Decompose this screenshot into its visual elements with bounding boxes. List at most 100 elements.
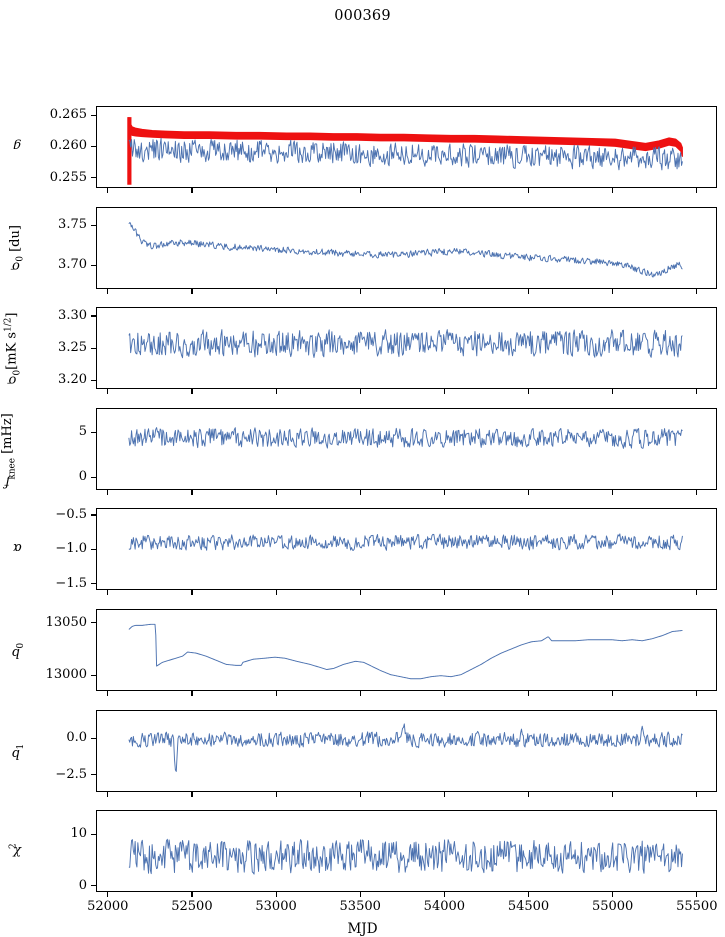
- x-tickmark: [528, 288, 530, 294]
- plot-panel-1: [96, 106, 717, 188]
- x-tickmark: [359, 590, 361, 596]
- x-tickmark: [275, 489, 277, 495]
- plot-panel-8: [96, 810, 717, 893]
- series-g-measured: [129, 138, 683, 170]
- x-tickmark: [275, 791, 277, 797]
- y-axis-label-text: χ2: [8, 843, 22, 861]
- y-ticklabel: 0.0: [66, 730, 87, 746]
- x-tickmark: [696, 188, 698, 193]
- x-axis-label: MJD: [347, 921, 378, 937]
- x-ticklabel: 53000: [255, 899, 297, 915]
- x-tickmark: [443, 892, 445, 898]
- x-tickmark: [359, 892, 361, 898]
- y-tickmark: [91, 622, 96, 624]
- series-sigma0-du: [129, 222, 683, 276]
- panel-plot-area-3: [97, 308, 716, 388]
- y-tickmark: [91, 114, 96, 116]
- y-tickmark: [91, 737, 96, 739]
- x-tickmark: [528, 590, 530, 596]
- panel-plot-area-5: [97, 509, 716, 589]
- plot-panel-5: [96, 508, 717, 591]
- panel-plot-area-8: [97, 811, 716, 891]
- x-ticklabel: 55000: [591, 899, 634, 915]
- series-g-band-upper-lower: [128, 117, 683, 185]
- x-tickmark: [107, 489, 109, 495]
- x-tickmark: [191, 489, 193, 495]
- y-ticklabel: 0.265: [49, 107, 87, 123]
- y-ticklabel: 3.25: [58, 340, 87, 356]
- x-tickmark: [107, 892, 109, 898]
- x-tickmark: [191, 791, 193, 797]
- y-tickmark: [91, 431, 96, 433]
- x-tickmark: [612, 188, 614, 193]
- panel-plot-area-4: [97, 409, 716, 489]
- x-tickmark: [528, 691, 530, 696]
- panel-plot-area-7: [97, 711, 716, 791]
- y-tickmark: [91, 583, 96, 585]
- x-tickmark: [696, 590, 698, 596]
- y-axis-label-text: b0: [11, 642, 26, 661]
- x-tickmark: [443, 791, 445, 797]
- x-tickmark: [443, 389, 445, 395]
- y-axis-label-8: χ2: [0, 842, 87, 861]
- x-tickmark: [107, 389, 109, 395]
- x-tickmark: [275, 188, 277, 193]
- x-tickmark: [107, 791, 109, 797]
- x-tickmark: [528, 389, 530, 395]
- y-tickmark: [91, 833, 96, 835]
- y-tickmark: [91, 315, 96, 317]
- x-tickmark: [696, 288, 698, 294]
- y-ticklabel: −2.5: [55, 766, 87, 782]
- y-ticklabel: 3.75: [58, 217, 87, 233]
- y-axis-label-text: b1: [11, 743, 26, 761]
- y-ticklabel: −1.0: [55, 541, 87, 557]
- y-tickmark: [91, 774, 96, 776]
- x-tickmark: [275, 892, 277, 898]
- x-tickmark: [107, 188, 109, 193]
- y-ticklabel: −1.5: [55, 575, 87, 591]
- series-sigma0-mKs: [129, 330, 683, 358]
- x-ticklabel: 54000: [423, 899, 466, 915]
- x-tickmark: [528, 892, 530, 898]
- x-tickmark: [612, 288, 614, 294]
- y-ticklabel: 13000: [45, 667, 87, 683]
- figure-title: 000369: [334, 8, 391, 24]
- x-tickmark: [528, 791, 530, 797]
- x-ticklabel: 53500: [339, 899, 381, 915]
- x-tickmark: [696, 892, 698, 898]
- y-axis-label-2: σ0 [du]: [0, 225, 87, 274]
- y-ticklabel: 13050: [45, 614, 87, 630]
- x-tickmark: [443, 288, 445, 294]
- y-ticklabel: 3.70: [58, 257, 87, 273]
- series-alpha: [129, 534, 683, 550]
- x-tickmark: [275, 288, 277, 294]
- x-tickmark: [612, 691, 614, 696]
- y-tickmark: [91, 514, 96, 516]
- x-tickmark: [107, 590, 109, 596]
- y-ticklabel: 0: [78, 469, 87, 485]
- x-tickmark: [443, 188, 445, 193]
- x-tickmark: [528, 489, 530, 495]
- x-tickmark: [359, 188, 361, 193]
- y-tickmark: [91, 379, 96, 382]
- y-ticklabel: 3.30: [58, 307, 87, 323]
- y-axis-label-6: b0: [0, 641, 87, 661]
- x-ticklabel: 52500: [171, 899, 213, 915]
- plot-panel-4: [96, 407, 717, 490]
- x-tickmark: [191, 892, 193, 898]
- x-tickmark: [191, 691, 193, 696]
- series-chi2: [129, 839, 683, 874]
- x-tickmark: [275, 590, 277, 596]
- y-ticklabel: 0: [78, 877, 87, 893]
- x-tickmark: [612, 791, 614, 797]
- y-tickmark: [91, 674, 96, 676]
- y-tickmark: [91, 177, 96, 179]
- x-tickmark: [359, 389, 361, 395]
- x-tickmark: [275, 389, 277, 395]
- y-ticklabel: 5: [78, 424, 87, 440]
- plot-panel-3: [96, 307, 717, 390]
- x-tickmark: [612, 389, 614, 395]
- y-tickmark: [91, 224, 96, 226]
- x-ticklabel: 54500: [507, 899, 550, 915]
- x-tickmark: [443, 489, 445, 495]
